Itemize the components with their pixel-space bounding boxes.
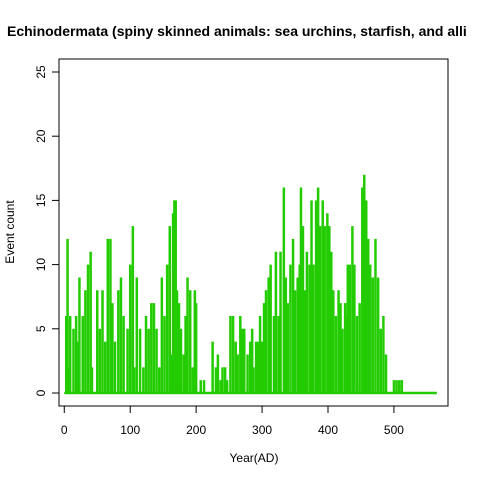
y-tick-label: 10	[34, 258, 48, 272]
y-axis: 0 5 10 15 20 25	[34, 65, 60, 396]
x-tick-label: 400	[318, 423, 338, 437]
x-axis-title: Year(AD)	[230, 451, 279, 465]
x-tick-label: 0	[61, 423, 68, 437]
y-tick-label: 25	[34, 65, 48, 79]
y-tick-label: 0	[34, 389, 48, 396]
y-tick-label: 15	[34, 193, 48, 207]
plot-area	[64, 174, 437, 395]
x-tick-label: 100	[120, 423, 140, 437]
y-axis-title: Event count	[3, 200, 17, 264]
x-tick-label: 500	[384, 423, 404, 437]
x-tick-label: 200	[186, 423, 206, 437]
y-tick-label: 5	[34, 325, 48, 332]
x-axis: 0 100 200 300 400 500	[61, 405, 404, 437]
chart-title: Echinodermata (spiny skinned animals: se…	[7, 23, 467, 39]
x-tick-label: 300	[252, 423, 272, 437]
y-tick-label: 20	[34, 129, 48, 143]
